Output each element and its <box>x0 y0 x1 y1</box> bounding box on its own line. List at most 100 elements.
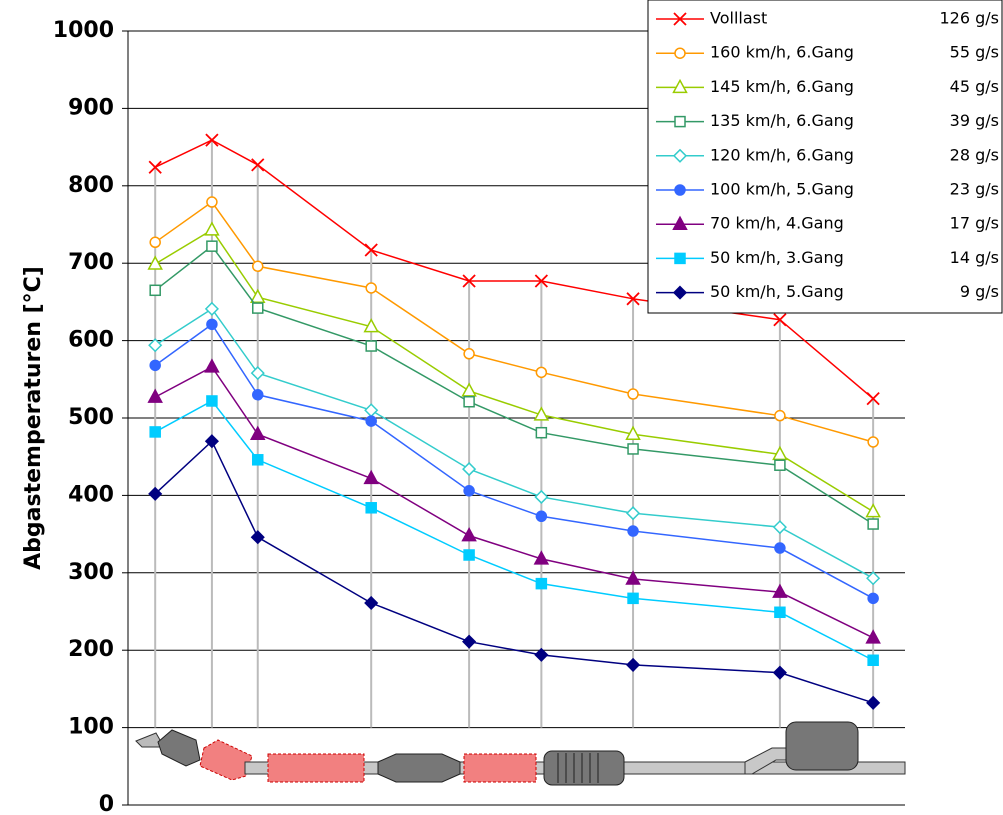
marker <box>252 531 264 543</box>
marker <box>675 117 685 127</box>
marker <box>464 349 474 359</box>
marker <box>205 223 218 235</box>
marker <box>536 367 546 377</box>
marker <box>627 659 639 671</box>
marker <box>675 48 685 58</box>
marker <box>775 607 785 617</box>
marker <box>207 396 217 406</box>
legend-label: 135 km/h, 6.Gang <box>710 111 854 130</box>
insulated-section <box>464 754 536 782</box>
marker <box>253 261 263 271</box>
legend-flow: 23 g/s <box>950 180 999 199</box>
legend-flow: 14 g/s <box>950 248 999 267</box>
exhaust-system <box>136 722 905 785</box>
marker <box>366 341 376 351</box>
marker <box>464 550 474 560</box>
marker <box>536 579 546 589</box>
marker <box>150 237 160 247</box>
legend-flow: 126 g/s <box>939 9 999 28</box>
marker <box>207 197 217 207</box>
marker <box>774 667 786 679</box>
marker <box>775 411 785 421</box>
legend-flow: 9 g/s <box>960 282 999 301</box>
y-tick-label: 600 <box>68 328 114 353</box>
marker <box>365 404 377 416</box>
marker <box>628 444 638 454</box>
marker <box>867 505 880 517</box>
marker <box>628 389 638 399</box>
y-tick-label: 900 <box>68 95 114 120</box>
marker <box>867 572 879 584</box>
marker <box>207 241 217 251</box>
marker <box>463 529 476 541</box>
marker <box>149 390 162 402</box>
legend-label: Volllast <box>710 9 767 28</box>
marker <box>463 463 475 475</box>
marker <box>536 428 546 438</box>
marker <box>205 360 218 372</box>
marker <box>150 285 160 295</box>
marker <box>251 290 264 302</box>
y-tick-label: 700 <box>68 250 114 275</box>
y-tick-label: 400 <box>68 482 114 507</box>
marker <box>868 593 878 603</box>
marker <box>252 367 264 379</box>
series-line <box>155 367 873 638</box>
rear-muffler <box>786 722 858 770</box>
marker <box>868 437 878 447</box>
marker <box>675 185 685 195</box>
marker <box>675 253 685 263</box>
marker <box>627 507 639 519</box>
legend-flow: 45 g/s <box>950 77 999 96</box>
marker <box>150 427 160 437</box>
legend-label: 160 km/h, 6.Gang <box>710 43 854 62</box>
marker <box>868 655 878 665</box>
marker <box>251 427 264 439</box>
series-line <box>155 441 873 703</box>
marker <box>536 511 546 521</box>
y-tick-label: 300 <box>68 560 114 585</box>
y-tick-label: 100 <box>68 715 114 740</box>
marker <box>774 521 786 533</box>
y-tick-label: 500 <box>68 405 114 430</box>
y-tick-label: 0 <box>99 792 114 815</box>
marker <box>775 543 785 553</box>
legend-flow: 39 g/s <box>950 111 999 130</box>
muffler <box>544 751 624 785</box>
marker <box>253 390 263 400</box>
y-tick-label: 200 <box>68 637 114 662</box>
marker <box>150 360 160 370</box>
marker <box>253 455 263 465</box>
marker <box>366 416 376 426</box>
marker <box>775 460 785 470</box>
marker <box>867 697 879 709</box>
legend-label: 70 km/h, 4.Gang <box>710 214 844 233</box>
legend-flow: 17 g/s <box>950 214 999 233</box>
marker <box>628 526 638 536</box>
marker <box>253 303 263 313</box>
marker <box>207 319 217 329</box>
marker <box>206 303 218 315</box>
marker <box>366 503 376 513</box>
marker <box>365 597 377 609</box>
legend-label: 50 km/h, 5.Gang <box>710 282 844 301</box>
marker <box>535 491 547 503</box>
converter <box>378 754 460 782</box>
y-tick-label: 1000 <box>53 18 114 43</box>
marker <box>463 384 476 396</box>
marker <box>463 636 475 648</box>
insulated-section <box>268 754 364 782</box>
chart: 0 100 200 300 400 500 600 700 800 900 1000 Abgaste… <box>0 0 1003 815</box>
legend-flow: 28 g/s <box>950 145 999 164</box>
y-axis-label: Abgastemperaturen [°C] <box>21 266 46 570</box>
legend-label: 120 km/h, 6.Gang <box>710 145 854 164</box>
marker <box>464 397 474 407</box>
y-tick-label: 800 <box>68 173 114 198</box>
marker <box>867 631 880 643</box>
marker <box>868 519 878 529</box>
legend-label: 50 km/h, 3.Gang <box>710 248 844 267</box>
legend-label: 100 km/h, 5.Gang <box>710 180 854 199</box>
insulated-section <box>200 740 252 780</box>
converter <box>158 730 200 766</box>
